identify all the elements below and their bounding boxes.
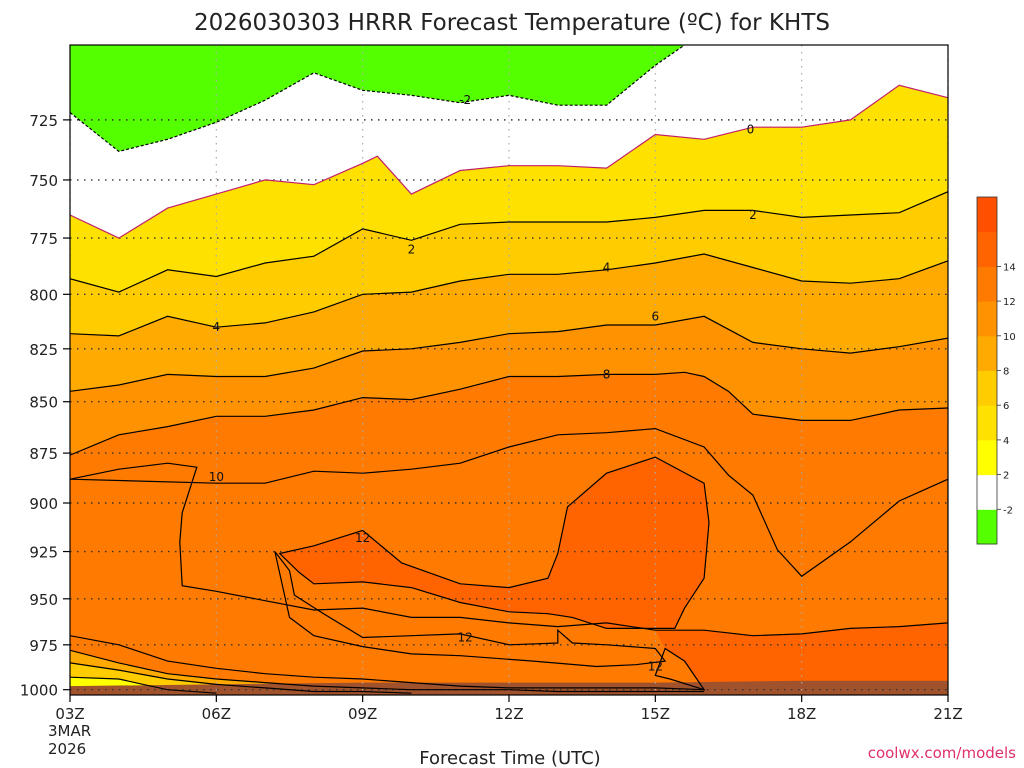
x-tick-label: 18Z xyxy=(787,705,816,723)
y-tick-label: 950 xyxy=(29,591,58,609)
colorbar-swatch xyxy=(977,439,997,476)
colorbar-label: 10 xyxy=(1003,332,1016,343)
contour-label: 12 xyxy=(648,660,663,674)
contour-label: 6 xyxy=(652,309,660,323)
contour-label: 0 xyxy=(747,123,755,137)
y-tick-label: 825 xyxy=(29,341,58,359)
colorbar-label: 12 xyxy=(1003,297,1016,308)
colorbar-label: 6 xyxy=(1003,401,1009,412)
y-tick-label: 875 xyxy=(29,445,58,463)
colorbar-swatch xyxy=(977,197,997,233)
colorbar-label: 2 xyxy=(1003,471,1009,482)
colorbar-swatch xyxy=(977,405,997,441)
contour-line-12 xyxy=(70,635,705,691)
y-tick-label: 900 xyxy=(29,495,58,513)
contour-line-0 xyxy=(70,84,948,239)
x-axis: 03Z 06Z 09Z 12Z 15Z 18Z 21Z xyxy=(55,695,963,723)
contour-label: 2 xyxy=(408,242,416,256)
contour-label: 8 xyxy=(603,367,611,381)
contour-line-12 xyxy=(274,551,667,668)
colorbar-label: 4 xyxy=(1003,436,1009,447)
y-tick-label: 800 xyxy=(29,286,58,304)
contour-fills xyxy=(70,45,948,695)
colorbar: -2 2 4 6 8 10 12 14 xyxy=(976,196,1016,545)
y-tick-label: 925 xyxy=(29,544,58,562)
fill-band-12-14-0 xyxy=(279,457,709,629)
date-label-year: 2026 xyxy=(48,740,86,758)
fill-surface-band-1 xyxy=(70,650,705,695)
contour-line-12 xyxy=(278,456,710,629)
credit-link[interactable]: coolwx.com/models xyxy=(868,744,1016,762)
contour-line-12 xyxy=(654,647,706,691)
colorbar-swatch xyxy=(977,266,997,302)
colorbar-label: 14 xyxy=(1003,262,1016,273)
x-axis-label: Forecast Time (UTC) xyxy=(419,748,600,768)
fill-band-10-12-core xyxy=(70,428,948,636)
fill-band-below-minus2 xyxy=(70,45,685,152)
y-tick-label: 725 xyxy=(29,112,58,130)
y-axis: 725 750 775 800 825 850 875 900 925 950 975 1000 xyxy=(20,112,70,700)
colorbar-swatch xyxy=(977,474,997,510)
chart-title: 2026030303 HRRR Forecast Temperature (ºC… xyxy=(194,10,830,36)
contour-lines xyxy=(70,45,948,694)
contour-line-6 xyxy=(70,676,217,694)
contour-label: 2 xyxy=(749,208,757,222)
y-tick-label: 850 xyxy=(29,394,58,412)
contour-label: 4 xyxy=(603,261,611,275)
plot-area: -2 0 2 2 4 4 6 8 10 12 12 12 xyxy=(69,44,949,696)
colorbar-swatch xyxy=(977,335,997,371)
contour-label: 4 xyxy=(213,320,221,334)
x-tick-label: 03Z xyxy=(55,705,84,723)
colorbar-swatch xyxy=(977,301,997,337)
colorbar-swatch xyxy=(977,509,997,545)
x-tick-label: 21Z xyxy=(933,705,962,723)
x-tick-label: 06Z xyxy=(202,705,231,723)
x-tick-label: 15Z xyxy=(641,705,670,723)
x-tick-label: 12Z xyxy=(494,705,523,723)
contour-label: -2 xyxy=(459,93,471,107)
x-tick-label: 09Z xyxy=(348,705,377,723)
contour-label: 12 xyxy=(457,631,472,645)
contour-line--2 xyxy=(70,45,685,153)
contour-label: 10 xyxy=(209,470,224,484)
contour-line-2 xyxy=(70,191,948,293)
fill-band-12-14-1 xyxy=(655,622,948,690)
colorbar-label: -2 xyxy=(1003,505,1013,516)
y-tick-label: 1000 xyxy=(20,682,58,700)
colorbar-label: 8 xyxy=(1003,367,1009,378)
contour-line-6 xyxy=(70,315,948,392)
contour-label: 12 xyxy=(355,531,370,545)
colorbar-swatch xyxy=(977,231,997,267)
contour-line-4 xyxy=(70,253,948,337)
y-tick-label: 750 xyxy=(29,172,58,190)
date-label-day: 3MAR xyxy=(48,722,91,740)
y-tick-label: 775 xyxy=(29,230,58,248)
fill-band-white xyxy=(70,45,948,239)
contour-line-10 xyxy=(70,649,705,693)
contour-line-8 xyxy=(70,662,412,694)
contour-line-10 xyxy=(70,427,948,637)
contour-labels: -2 0 2 2 4 4 6 8 10 12 12 12 xyxy=(209,93,757,673)
contour-line-8 xyxy=(70,371,948,456)
y-tick-label: 975 xyxy=(29,637,58,655)
colorbar-swatch xyxy=(977,370,997,406)
